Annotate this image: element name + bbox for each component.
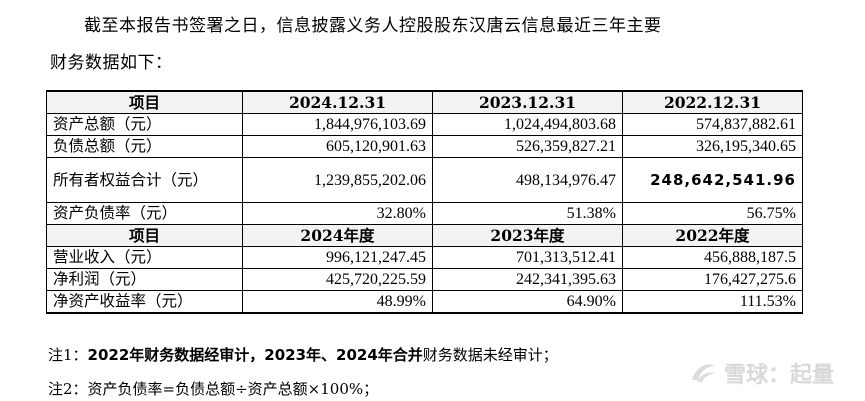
header-cell: 项目 xyxy=(46,90,243,114)
table-cell: 701,313,512.41 xyxy=(432,246,623,269)
table-row: 营业收入（元） 996,121,247.45 701,313,512.41 45… xyxy=(46,246,803,269)
table-cell: 248,642,541.96 xyxy=(622,157,803,203)
table-cell: 51.38% xyxy=(432,202,623,225)
header-cell: 2022年度 xyxy=(622,224,803,247)
footnote-1: 注1：2022年财务数据经审计，2023年、2024年合并财务数据未经审计； xyxy=(48,344,558,365)
table-cell: 425,720,225.59 xyxy=(242,268,433,291)
table-cell: 526,359,827.21 xyxy=(432,135,623,158)
intro-paragraph: 截至本报告书签署之日，信息披露义务人控股股东汉唐云信息最近三年主要 财务数据如下… xyxy=(50,8,850,82)
table-cell: 32.80% xyxy=(242,202,433,225)
table-cell: 176,427,275.6 xyxy=(622,268,803,291)
snowball-logo-icon xyxy=(692,364,715,382)
watermark: 雪球：起量 xyxy=(688,358,834,388)
row-label: 负债总额（元） xyxy=(46,135,243,158)
table-cell: 996,121,247.45 xyxy=(242,246,433,269)
header-cell: 2024.12.31 xyxy=(242,90,433,114)
footnote-2: 注2：资产负债率=负债总额÷资产总额×100%； xyxy=(48,380,379,398)
table-row: 负债总额（元） 605,120,901.63 526,359,827.21 32… xyxy=(46,135,803,158)
table-cell: 456,888,187.5 xyxy=(622,246,803,269)
table-cell: 56.75% xyxy=(622,202,803,225)
intro-line-2: 财务数据如下： xyxy=(50,53,173,73)
row-label: 资产总额（元） xyxy=(46,113,243,136)
table-cell: 64.90% xyxy=(432,290,623,314)
row-label: 营业收入（元） xyxy=(46,246,243,269)
header-cell: 项目 xyxy=(46,224,243,247)
row-label: 所有者权益合计（元） xyxy=(46,157,243,203)
row-label: 净利润（元） xyxy=(46,268,243,291)
table-row: 资产负债率（元） 32.80% 51.38% 56.75% xyxy=(46,202,803,225)
table-row: 所有者权益合计（元） 1,239,855,202.06 498,134,976.… xyxy=(46,157,803,203)
table-cell: 111.53% xyxy=(622,290,803,314)
table-cell: 326,195,340.65 xyxy=(622,135,803,158)
header-cell: 2024年度 xyxy=(242,224,433,247)
row-label: 净资产收益率（元） xyxy=(46,290,243,314)
intro-line-1: 截至本报告书签署之日，信息披露义务人控股股东汉唐云信息最近三年主要 xyxy=(84,16,662,36)
footnote-1-prefix: 注1： xyxy=(48,346,88,364)
watermark-text: 雪球：起量 xyxy=(724,363,835,388)
footnote-1-rest: 财务数据未经审计； xyxy=(422,346,558,364)
table-header-row: 项目 2024.12.31 2023.12.31 2022.12.31 xyxy=(46,90,803,114)
header-cell: 2023年度 xyxy=(432,224,623,247)
table-row: 净利润（元） 425,720,225.59 242,341,395.63 176… xyxy=(46,268,803,291)
table-cell: 574,837,882.61 xyxy=(622,113,803,136)
header-cell: 2022.12.31 xyxy=(622,90,803,114)
row-label: 资产负债率（元） xyxy=(46,202,243,225)
financial-data-table: 项目 2024.12.31 2023.12.31 2022.12.31 资产总额… xyxy=(46,90,803,314)
header-cell: 2023.12.31 xyxy=(432,90,623,114)
table-cell: 1,239,855,202.06 xyxy=(242,157,433,203)
table-row: 资产总额（元） 1,844,976,103.69 1,024,494,803.6… xyxy=(46,113,803,136)
table-cell: 242,341,395.63 xyxy=(432,268,623,291)
table-header-row: 项目 2024年度 2023年度 2022年度 xyxy=(46,224,803,247)
table-row: 净资产收益率（元） 48.99% 64.90% 111.53% xyxy=(46,290,803,314)
table-cell: 1,844,976,103.69 xyxy=(242,113,433,136)
table-cell: 605,120,901.63 xyxy=(242,135,433,158)
table-cell: 498,134,976.47 xyxy=(432,157,623,203)
footnote-1-bold: 2022年财务数据经审计，2023年、2024年合并 xyxy=(87,346,423,364)
table-cell: 1,024,494,803.68 xyxy=(432,113,623,136)
table-cell: 48.99% xyxy=(242,290,433,314)
